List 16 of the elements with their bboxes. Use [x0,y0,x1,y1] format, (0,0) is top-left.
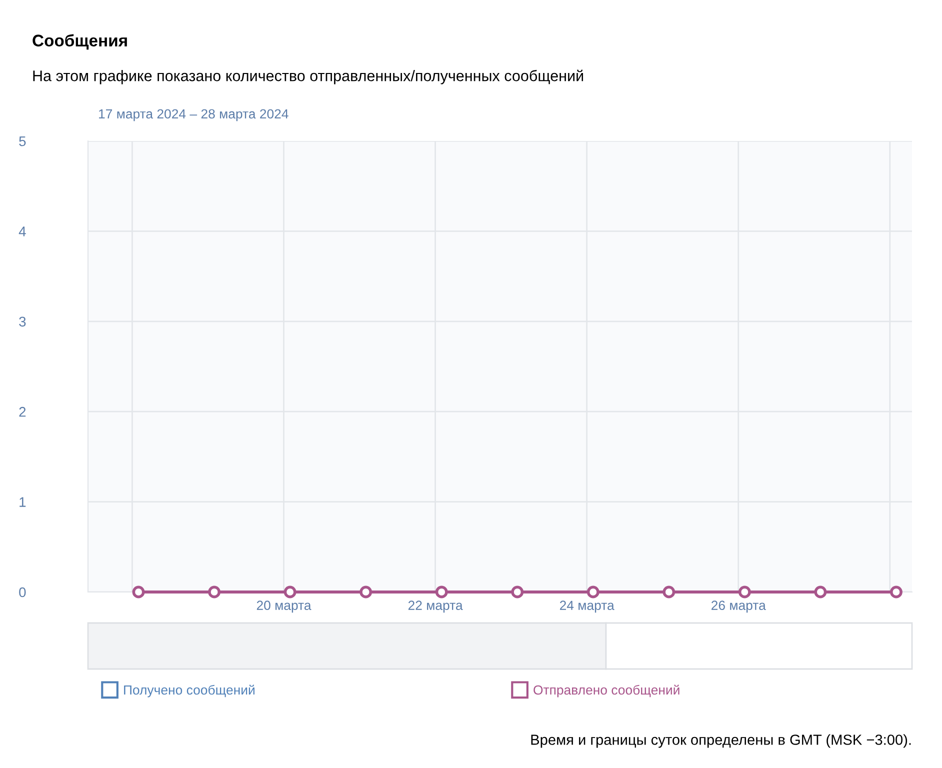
legend-label: Получено сообщений [124,684,254,698]
chart-subtitle: На этом графике показано количество отправленных/полученных сообщений [33,70,584,84]
x-tick-label: 22 марта [408,600,463,613]
y-tick-label: 0 [19,587,26,598]
legend-label: Отправлено сообщений [534,684,680,698]
text: Время и границы суток определены в GMT (MSK −3:00). [531,734,911,748]
chart-title: Сообщения [32,34,127,50]
y-tick-label: 2 [19,406,26,417]
text: 17 марта 2024 – 28 марта 2024 [99,109,288,122]
x-tick-label: 26 марта [712,600,766,613]
y-tick-label: 4 [18,226,26,236]
x-tick-label: 20 марта [256,600,312,613]
y-tick-label: 5 [19,136,26,146]
y-tick-label: 1 [20,497,26,507]
y-tick-label: 3 [19,316,26,327]
x-tick-label: 24 марта [560,600,614,613]
